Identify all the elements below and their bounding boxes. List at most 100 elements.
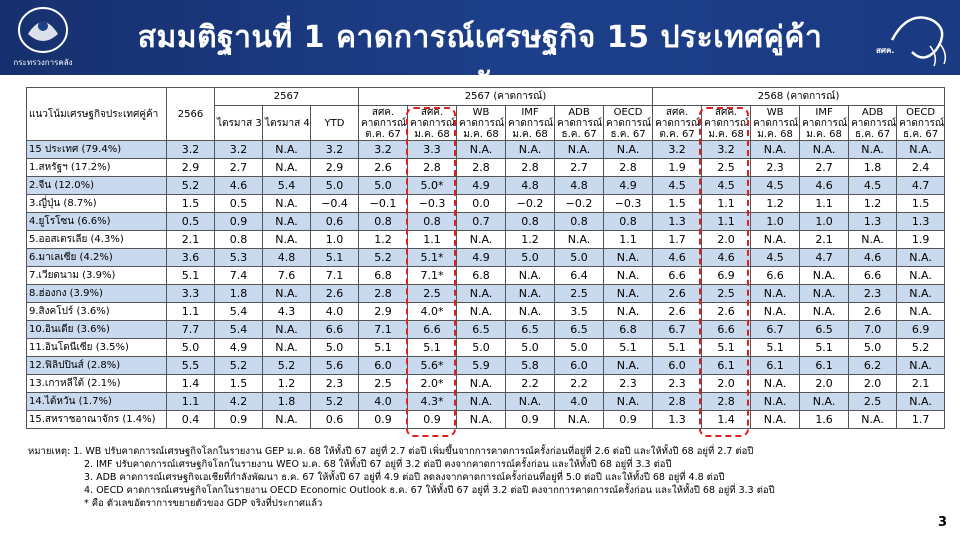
table-cell: 2.8 (505, 158, 556, 177)
table-cell: 1.8 (214, 284, 263, 303)
table-cell: 1.1 (701, 212, 752, 231)
table-cell: N.A. (262, 338, 311, 357)
table-cell: N.A. (456, 302, 507, 321)
table-cell: N.A. (750, 140, 801, 159)
table-cell: 6.8 (358, 266, 409, 285)
header-line: คาดการณ์ (802, 117, 848, 129)
table-cell: 4.0 (309, 302, 360, 321)
header-line: สศค. (371, 106, 395, 118)
table-cell: 0.8 (358, 212, 409, 231)
table-cell: 2.6 (652, 302, 703, 321)
row-label: 9.สิงคโปร์ (3.6%) (26, 302, 167, 321)
table-cell: N.A. (262, 194, 311, 213)
row-label: 4.ยูโรโซน (6.6%) (26, 212, 167, 231)
table-cell: 4.0* (407, 302, 458, 321)
group-2567-header: 2567 (213, 87, 360, 106)
table-cell: 2.0* (407, 374, 458, 393)
table-row: 13.เกาหลีใต้ (2.1%) 1.4 1.5 1.2 2.3 2.5 2.0* N.… (26, 374, 946, 393)
table-cell: 1.8 (848, 158, 898, 177)
table-cell: 5.2 (262, 356, 311, 375)
fpo-logo-icon (890, 16, 947, 67)
table-cell: 5.3 (214, 248, 263, 267)
table-cell: 2.9 (309, 158, 360, 177)
table-cell: 6.5 (456, 320, 507, 339)
table-cell: 1.5 (166, 194, 215, 213)
table-cell: N.A. (603, 284, 654, 303)
table-row: 10.อินเดีย (3.6%) 7.7 5.4 N.A. 6.6 7.1 6.6 6.5 6… (26, 320, 946, 339)
table-cell: N.A. (896, 356, 946, 375)
table-cell: 2.6 (848, 302, 898, 321)
table-cell: 3.5 (554, 302, 605, 321)
table-cell: 1.2 (262, 374, 311, 393)
row-label: 15 ประเทศ (79.4%) (26, 140, 167, 159)
table-cell: 5.2 (358, 248, 409, 267)
table-cell: 5.1 (603, 338, 654, 357)
table-cell: 1.1 (603, 230, 654, 249)
table-cell: 5.2 (896, 338, 946, 357)
table-cell: 1.1 (166, 392, 215, 411)
table-cell: 5.6 (309, 356, 360, 375)
table-cell: 5.5 (166, 356, 215, 375)
table-cell: 4.5 (848, 176, 898, 195)
table-cell: N.A. (799, 266, 850, 285)
table-cell: 4.7 (799, 248, 850, 267)
forecast-source-header: สศค. คาดการณ์ ม.ค. 68 (407, 105, 458, 141)
table-cell: 6.7 (652, 320, 703, 339)
table-cell: N.A. (603, 248, 654, 267)
table-row: 1.สหรัฐฯ (17.2%) 2.9 2.7 N.A. 2.9 2.6 2.8 2.8 2.… (26, 158, 946, 177)
table-cell: −0.3 (407, 194, 458, 213)
table-cell: 1.3 (652, 212, 703, 231)
table-cell: N.A. (896, 266, 946, 285)
table-cell: 5.2 (214, 356, 263, 375)
table-cell: N.A. (848, 140, 898, 159)
forecast-source-header: WB คาดการณ์ ม.ค. 68 (456, 105, 507, 141)
table-cell: N.A. (456, 410, 507, 429)
table-cell: 5.0 (848, 338, 898, 357)
ministry-name: กระทรวงการคลัง (13, 58, 73, 67)
forecast-source-header: ADB คาดการณ์ ธ.ค. 67 (554, 105, 605, 141)
table-cell: 5.0 (358, 176, 409, 195)
table-cell: 0.4 (166, 410, 215, 429)
table-cell: 0.9 (214, 212, 263, 231)
header-line: คาดการณ์ (459, 117, 505, 129)
table-cell: 5.6* (407, 356, 458, 375)
table-cell: N.A. (456, 374, 507, 393)
note-line: 4. OECD คาดการณ์เศรษฐกิจโลกในรายงาน OECD… (84, 485, 775, 496)
table-cell: N.A. (750, 392, 801, 411)
row-label: 5.ออสเตรเลีย (4.3%) (26, 230, 167, 249)
table-row: 6.มาเลเซีย (4.2%) 3.6 5.3 4.8 5.1 5.2 5.1* 4.9 5… (26, 248, 946, 267)
table-cell: 2.2 (554, 374, 605, 393)
sub-header-row: ไตรมาส 3 ไตรมาส 4 YTD สศค. คาดการณ์ ต.ค. 67 สศ… (27, 105, 946, 141)
table-cell: N.A. (603, 302, 654, 321)
table-cell: N.A. (750, 410, 801, 429)
table-cell: 4.6 (799, 176, 850, 195)
table-cell: 3.6 (166, 248, 215, 267)
table-cell: 5.2 (166, 176, 215, 195)
table-cell: N.A. (896, 302, 946, 321)
table-cell: 5.1 (358, 338, 409, 357)
header-line: ธ.ค. 67 (903, 128, 939, 140)
header-line: ADB (861, 106, 884, 118)
table-cell: N.A. (456, 230, 507, 249)
table-cell: N.A. (505, 140, 556, 159)
table-cell: 2.0 (848, 374, 898, 393)
table-cell: 0.0 (456, 194, 507, 213)
table-cell: 4.6 (652, 248, 703, 267)
table-cell: 4.8 (554, 176, 605, 195)
row-label: 15.สหราชอาณาจักร (1.4%) (26, 410, 167, 429)
table-cell: 2.5 (701, 158, 752, 177)
table-cell: 0.8 (554, 212, 605, 231)
table-cell: 5.1 (166, 266, 215, 285)
table-cell: 2.1 (799, 230, 850, 249)
table-cell: 4.5 (750, 248, 801, 267)
table-cell: 2.8 (456, 158, 507, 177)
header-line: ม.ค. 68 (512, 128, 548, 140)
table-row: 2.จีน (12.0%) 5.2 4.6 5.4 5.0 5.0 5.0* 4.9 4.8 4.… (26, 176, 946, 195)
table-cell: 1.2 (358, 230, 409, 249)
header-line: ม.ค. 68 (708, 128, 744, 140)
table-cell: 1.7 (896, 410, 946, 429)
table-cell: 3.3 (166, 284, 215, 303)
table-cell: −0.2 (554, 194, 605, 213)
table-cell: 5.1* (407, 248, 458, 267)
table-cell: 2.1 (166, 230, 215, 249)
